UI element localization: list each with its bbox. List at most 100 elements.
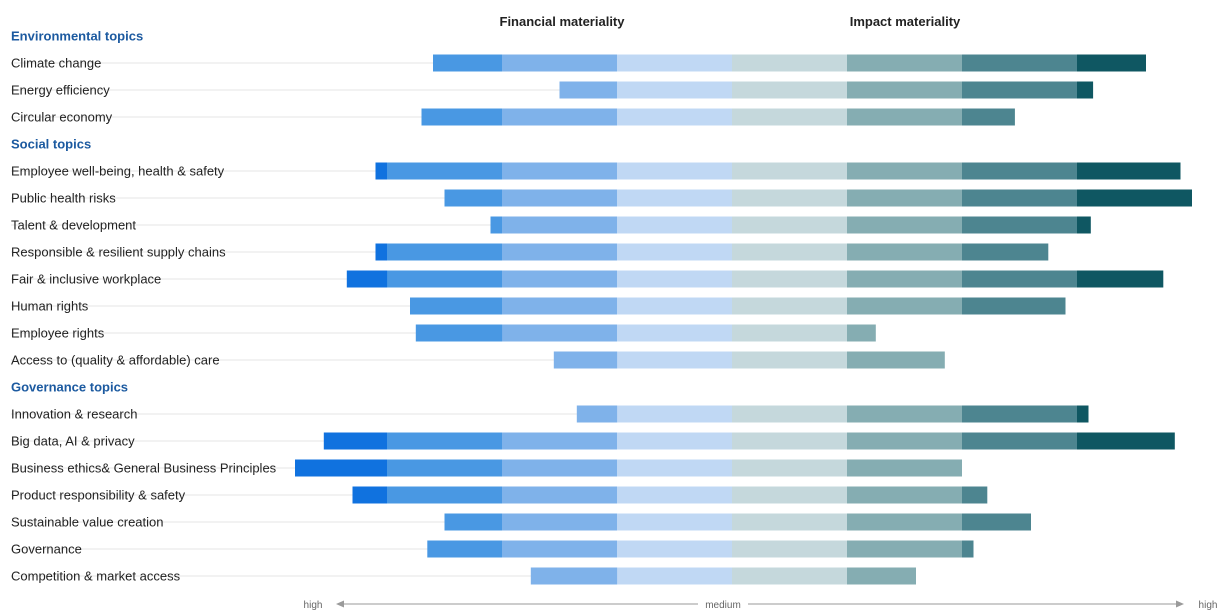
topic-climate-change-financial-bar-segment-3 bbox=[433, 54, 502, 72]
topic-business-ethics-general-business-principles-financial-bar-segment-3 bbox=[387, 459, 502, 477]
topic-climate-change-impact-bar-segment-2 bbox=[847, 54, 962, 72]
topic-big-data-ai-privacy-financial-bar-segment-1 bbox=[617, 432, 732, 450]
topic-circular-economy-label: Circular economy bbox=[11, 110, 113, 125]
topic-public-health-risks-label: Public health risks bbox=[11, 191, 116, 206]
topic-employee-well-being-health-safety-impact-bar-segment-1 bbox=[732, 162, 847, 180]
topic-access-to-quality-affordable-care-financial-bar-segment-2 bbox=[553, 351, 618, 369]
topic-public-health-risks-impact-bar-segment-4 bbox=[1077, 189, 1192, 207]
topic-governance-label: Governance bbox=[11, 542, 82, 557]
topic-climate-change-impact-bar-segment-4 bbox=[1077, 54, 1146, 72]
topic-product-responsibility-safety-impact-bar-segment-3 bbox=[962, 486, 988, 504]
topic-energy-efficiency-financial-bar-segment-1 bbox=[617, 81, 732, 99]
topic-competition-market-access-impact-bar-segment-1 bbox=[732, 567, 847, 585]
topic-big-data-ai-privacy-impact-bar-segment-3 bbox=[962, 432, 1077, 450]
x-axis: high medium high bbox=[304, 596, 1218, 612]
topic-energy-efficiency-impact-bar-segment-2 bbox=[847, 81, 962, 99]
topic-innovation-research-financial-bar-segment-2 bbox=[576, 405, 618, 423]
topic-business-ethics-general-business-principles-financial-bar-segment-2 bbox=[502, 459, 617, 477]
topic-sustainable-value-creation-impact-bar-segment-3 bbox=[962, 513, 1031, 531]
topic-energy-efficiency-impact-bar-segment-3 bbox=[962, 81, 1077, 99]
topic-human-rights-impact-bar-segment-2 bbox=[847, 297, 962, 315]
topic-employee-well-being-health-safety-impact-bar-segment-3 bbox=[962, 162, 1077, 180]
topic-climate-change-label: Climate change bbox=[11, 56, 101, 71]
topic-employee-well-being-health-safety-financial-bar-segment-2 bbox=[502, 162, 617, 180]
topic-climate-change-impact-bar-segment-1 bbox=[732, 54, 847, 72]
topic-circular-economy-impact-bar-segment-1 bbox=[732, 108, 847, 126]
topic-big-data-ai-privacy-financial-bar-segment-3 bbox=[387, 432, 502, 450]
topic-energy-efficiency-financial-bar-segment-2 bbox=[559, 81, 617, 99]
topic-business-ethics-general-business-principles-label: Business ethics& General Business Princi… bbox=[11, 461, 277, 476]
x-axis-center-label: medium bbox=[705, 600, 741, 611]
topic-talent-development-financial-bar-segment-3 bbox=[490, 216, 502, 234]
section-header-social-topics: Social topics bbox=[11, 137, 91, 152]
topic-innovation-research-financial-bar-segment-1 bbox=[617, 405, 732, 423]
topic-sustainable-value-creation-impact-bar-segment-1 bbox=[732, 513, 847, 531]
topic-circular-economy-impact-bar-segment-3 bbox=[962, 108, 1015, 126]
topic-sustainable-value-creation-financial-bar-segment-1 bbox=[617, 513, 732, 531]
section-header-governance-topics: Governance topics bbox=[11, 380, 128, 395]
topic-circular-economy-financial-bar-segment-2 bbox=[502, 108, 617, 126]
topic-employee-rights-financial-bar-segment-3 bbox=[415, 324, 503, 342]
topic-human-rights-impact-bar-segment-3 bbox=[962, 297, 1066, 315]
topic-governance-financial-bar-segment-1 bbox=[617, 540, 732, 558]
topic-product-responsibility-safety-financial-bar-segment-2 bbox=[502, 486, 617, 504]
topic-governance-impact-bar-segment-2 bbox=[847, 540, 962, 558]
x-axis-right-label: high bbox=[1199, 600, 1218, 611]
topic-employee-rights-impact-bar-segment-2 bbox=[847, 324, 876, 342]
topic-big-data-ai-privacy-label: Big data, AI & privacy bbox=[11, 434, 135, 449]
x-axis-left-label: high bbox=[304, 600, 323, 611]
topic-product-responsibility-safety-financial-bar-segment-4 bbox=[352, 486, 387, 504]
x-axis-center-label-bg bbox=[698, 596, 748, 612]
topic-innovation-research-impact-bar-segment-4 bbox=[1077, 405, 1089, 423]
topic-responsible-resilient-supply-chains-impact-bar-segment-1 bbox=[732, 243, 847, 261]
topic-access-to-quality-affordable-care-financial-bar-segment-1 bbox=[617, 351, 732, 369]
topic-responsible-resilient-supply-chains-impact-bar-segment-2 bbox=[847, 243, 962, 261]
topic-human-rights-impact-bar-segment-1 bbox=[732, 297, 847, 315]
topic-human-rights-label: Human rights bbox=[11, 299, 89, 314]
topic-fair-inclusive-workplace-financial-bar-segment-1 bbox=[617, 270, 732, 288]
topic-responsible-resilient-supply-chains-financial-bar-segment-2 bbox=[502, 243, 617, 261]
topic-energy-efficiency-impact-bar-segment-1 bbox=[732, 81, 847, 99]
topic-energy-efficiency-label: Energy efficiency bbox=[11, 83, 110, 98]
topic-governance-impact-bar-segment-3 bbox=[962, 540, 974, 558]
topic-public-health-risks-impact-bar-segment-2 bbox=[847, 189, 962, 207]
topic-business-ethics-general-business-principles-financial-bar-segment-1 bbox=[617, 459, 732, 477]
topic-responsible-resilient-supply-chains-financial-bar-segment-3 bbox=[387, 243, 502, 261]
topic-circular-economy-financial-bar-segment-1 bbox=[617, 108, 732, 126]
topic-employee-well-being-health-safety-impact-bar-segment-4 bbox=[1077, 162, 1181, 180]
topic-sustainable-value-creation-financial-bar-segment-3 bbox=[444, 513, 502, 531]
topic-sustainable-value-creation-label: Sustainable value creation bbox=[11, 515, 164, 530]
topic-employee-well-being-health-safety-financial-bar-segment-4 bbox=[375, 162, 387, 180]
topic-product-responsibility-safety-financial-bar-segment-1 bbox=[617, 486, 732, 504]
topic-circular-economy-impact-bar-segment-2 bbox=[847, 108, 962, 126]
topic-employee-rights-financial-bar-segment-2 bbox=[502, 324, 617, 342]
topic-circular-economy-financial-bar-segment-3 bbox=[421, 108, 502, 126]
topic-responsible-resilient-supply-chains-impact-bar-segment-3 bbox=[962, 243, 1049, 261]
topic-innovation-research-label: Innovation & research bbox=[11, 407, 137, 422]
topic-public-health-risks-impact-bar-segment-1 bbox=[732, 189, 847, 207]
topic-competition-market-access-label: Competition & market access bbox=[11, 569, 181, 584]
topic-human-rights-financial-bar-segment-3 bbox=[410, 297, 502, 315]
topic-fair-inclusive-workplace-financial-bar-segment-2 bbox=[502, 270, 617, 288]
topic-talent-development-financial-bar-segment-2 bbox=[502, 216, 617, 234]
topic-big-data-ai-privacy-financial-bar-segment-2 bbox=[502, 432, 617, 450]
topic-access-to-quality-affordable-care-impact-bar-segment-2 bbox=[847, 351, 945, 369]
topic-big-data-ai-privacy-impact-bar-segment-2 bbox=[847, 432, 962, 450]
topic-access-to-quality-affordable-care-label: Access to (quality & affordable) care bbox=[11, 353, 220, 368]
topic-fair-inclusive-workplace-impact-bar-segment-4 bbox=[1077, 270, 1164, 288]
topic-governance-financial-bar-segment-3 bbox=[427, 540, 502, 558]
topic-product-responsibility-safety-label: Product responsibility & safety bbox=[11, 488, 186, 503]
topic-talent-development-impact-bar-segment-2 bbox=[847, 216, 962, 234]
topic-public-health-risks-financial-bar-segment-1 bbox=[617, 189, 732, 207]
topic-energy-efficiency-impact-bar-segment-4 bbox=[1077, 81, 1094, 99]
topic-climate-change-impact-bar-segment-3 bbox=[962, 54, 1077, 72]
topic-climate-change-financial-bar-segment-2 bbox=[502, 54, 617, 72]
topic-product-responsibility-safety-impact-bar-segment-2 bbox=[847, 486, 962, 504]
topic-innovation-research-impact-bar-segment-2 bbox=[847, 405, 962, 423]
topic-employee-well-being-health-safety-financial-bar-segment-1 bbox=[617, 162, 732, 180]
topic-business-ethics-general-business-principles-impact-bar-segment-1 bbox=[732, 459, 847, 477]
topic-business-ethics-general-business-principles-impact-bar-segment-2 bbox=[847, 459, 962, 477]
topic-human-rights-financial-bar-segment-1 bbox=[617, 297, 732, 315]
labels-layer: Environmental topics Climate change Energy… bbox=[11, 29, 277, 584]
topic-innovation-research-impact-bar-segment-3 bbox=[962, 405, 1077, 423]
